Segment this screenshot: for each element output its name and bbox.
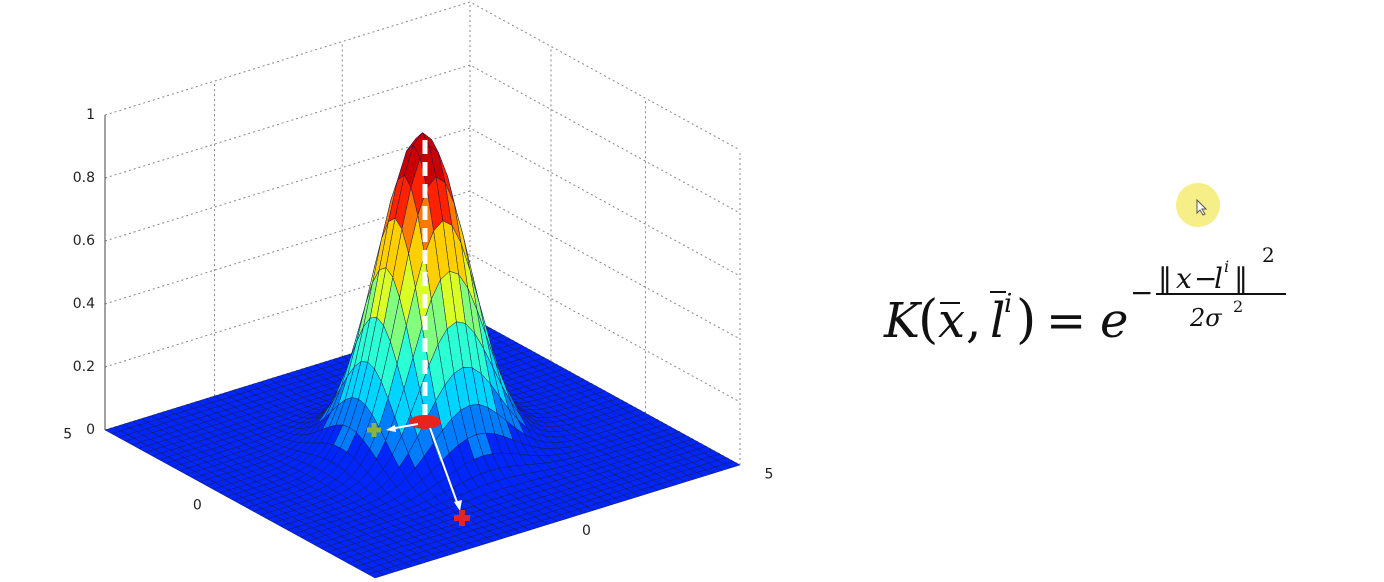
surface-patch — [367, 571, 385, 579]
x-tick-label: 0 — [582, 523, 591, 539]
arrow-head — [386, 425, 396, 432]
cursor — [1196, 198, 1208, 216]
minus: − — [1130, 276, 1153, 309]
z-tick-label: 0.6 — [73, 233, 95, 249]
y-tick-label: 0 — [193, 498, 202, 514]
z-tick-label: 0 — [86, 422, 95, 438]
num-minus: − — [1194, 262, 1217, 295]
num-power: 2 — [1262, 243, 1275, 267]
arrow-head — [454, 500, 462, 511]
comma: , — [966, 293, 981, 349]
paren: ( — [918, 290, 938, 350]
num-x: x — [1176, 262, 1192, 295]
landmark-point — [409, 415, 441, 429]
z-tick-label: 0.4 — [73, 296, 95, 312]
norm: ‖ — [1234, 262, 1248, 295]
arrow — [429, 427, 459, 506]
den-power: 2 — [1233, 297, 1243, 316]
formula-x: x — [938, 293, 965, 349]
x-tick-label: 5 — [764, 467, 773, 483]
formula: K ( x , l i ) = e − ‖ x − l i ‖ 2 2σ 2 — [883, 243, 1286, 350]
formula-base: e — [1100, 293, 1128, 349]
formula-l: l — [990, 293, 1005, 349]
equals: = — [1046, 293, 1086, 349]
near-point — [367, 423, 381, 437]
wall-grid — [104, 1, 741, 151]
denominator: 2σ — [1189, 304, 1222, 332]
surface — [104, 132, 741, 579]
paren: ) — [1016, 290, 1036, 350]
formula-index: i — [1004, 289, 1012, 319]
num-index: i — [1224, 257, 1229, 276]
norm: ‖ — [1158, 262, 1172, 295]
z-tick-label: 1 — [86, 107, 95, 123]
num-l: l — [1214, 262, 1223, 295]
formula-function: K — [883, 293, 923, 349]
annotations — [367, 140, 1220, 526]
z-tick-label: 0.2 — [73, 359, 95, 375]
z-tick-label: 0.8 — [73, 170, 95, 186]
y-tick-label: 5 — [63, 427, 72, 443]
far-point — [454, 510, 470, 526]
